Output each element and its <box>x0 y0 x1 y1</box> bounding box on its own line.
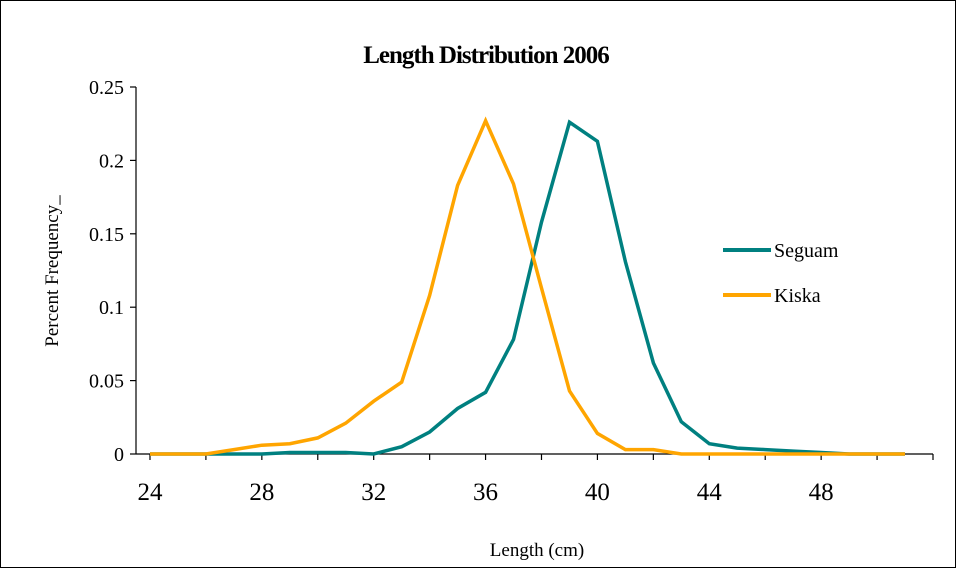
series-layer <box>150 116 905 456</box>
chart-title: Length Distribution 2006 <box>363 42 609 69</box>
x-tick-label: 40 <box>585 479 610 506</box>
x-tick-label: 48 <box>809 479 834 506</box>
x-tick-label: 28 <box>249 479 274 506</box>
x-tick-label: 32 <box>361 479 386 506</box>
y-tick-label: 0.25 <box>89 77 124 99</box>
y-tick-label: 0.1 <box>99 297 124 319</box>
series-line-kiska <box>150 116 905 456</box>
y-tick-label: 0.2 <box>99 150 124 172</box>
legend-label-seguam: Seguam <box>774 240 839 262</box>
legend-label-kiska: Kiska <box>774 285 821 307</box>
series-line-seguam <box>150 119 905 456</box>
y-tick-label: 0 <box>114 444 124 466</box>
y-tick-label: 0.05 <box>89 371 124 393</box>
x-tick-label: 44 <box>697 479 723 506</box>
legend: Seguam Kiska <box>723 240 839 307</box>
x-tick-label: 24 <box>137 479 163 506</box>
x-axis-label: Length (cm) <box>490 540 584 561</box>
y-axis-label: Percent Frequency_ <box>42 195 63 347</box>
x-tick-label: 36 <box>473 479 498 506</box>
y-tick-label: 0.15 <box>89 224 124 246</box>
axes: 0 0.05 0.1 0.15 0.2 0.25 24 28 32 36 40 44 48 <box>89 77 934 506</box>
